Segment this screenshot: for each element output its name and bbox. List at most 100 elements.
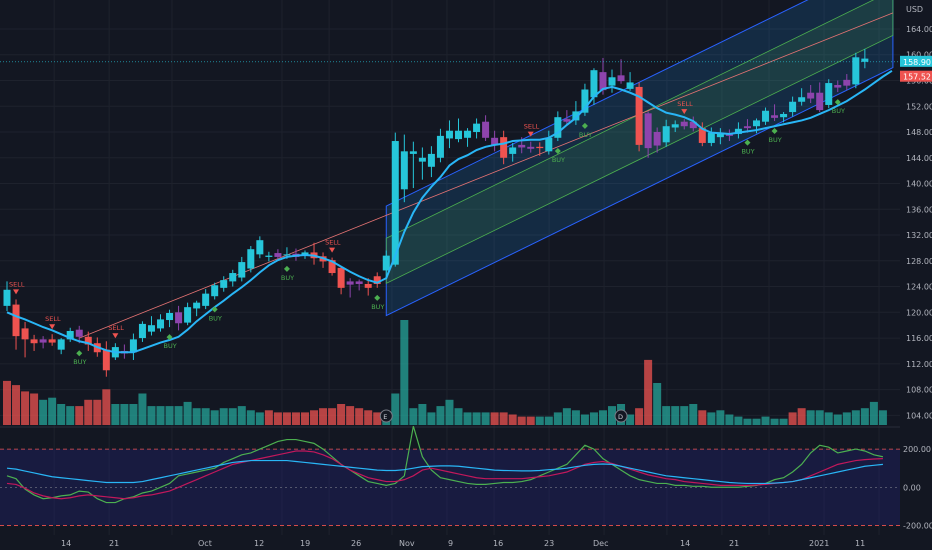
volume-bar bbox=[499, 412, 508, 425]
buy-diamond bbox=[374, 294, 381, 301]
volume-bar bbox=[319, 408, 328, 425]
candle-body bbox=[229, 273, 237, 282]
volume-bar bbox=[815, 410, 824, 425]
volume-bar bbox=[544, 416, 553, 425]
oscillator-pane: 200.00 0.00 -200.00 bbox=[0, 426, 932, 530]
time-tick-label: 16 bbox=[493, 539, 503, 548]
volume-bar bbox=[770, 418, 779, 425]
volume-bars bbox=[3, 320, 887, 425]
signals: SELL SELL SELL SELL SELL SELL BUY BUY BUY BUY BUY B… bbox=[9, 99, 845, 423]
volume-bar bbox=[436, 406, 445, 425]
time-tick-label: Nov bbox=[399, 539, 415, 548]
price-tick-label: 108.00 bbox=[906, 386, 932, 395]
event-marker bbox=[379, 409, 393, 423]
sell-label: SELL bbox=[108, 324, 124, 332]
volume-bar bbox=[716, 410, 725, 425]
volume-bar bbox=[752, 418, 761, 425]
candle-body bbox=[337, 267, 345, 288]
volume-bar bbox=[93, 399, 102, 425]
volume-bar bbox=[355, 408, 364, 425]
volume-bar bbox=[165, 406, 174, 425]
volume-bar bbox=[102, 389, 111, 425]
sell-arrow bbox=[112, 333, 119, 339]
volume-bar bbox=[535, 416, 544, 425]
volume-bar bbox=[878, 410, 887, 425]
candle-body bbox=[680, 121, 688, 127]
candle-body bbox=[355, 281, 363, 284]
candle-body bbox=[734, 128, 742, 134]
price-tick-label: 140.00 bbox=[906, 180, 932, 189]
volume-bar bbox=[183, 401, 192, 425]
volume-bar bbox=[797, 408, 806, 425]
buy-diamond bbox=[76, 350, 83, 357]
sell-arrow bbox=[329, 247, 336, 253]
candle-body bbox=[418, 157, 426, 162]
candle-body bbox=[220, 280, 228, 288]
regression-channel bbox=[79, 0, 894, 339]
volume-bar bbox=[490, 412, 499, 425]
volume-bar bbox=[689, 404, 698, 425]
sell-label: SELL bbox=[45, 315, 61, 323]
volume-bar bbox=[725, 414, 734, 425]
candle-body bbox=[382, 255, 390, 271]
volume-bar bbox=[291, 412, 300, 425]
event-label: E bbox=[383, 413, 387, 421]
volume-bar bbox=[120, 404, 129, 425]
candle-body bbox=[536, 146, 544, 149]
volume-bar bbox=[12, 385, 21, 425]
candle-body bbox=[509, 147, 517, 154]
candle-body bbox=[608, 77, 616, 86]
candle-body bbox=[193, 302, 201, 309]
candle-body bbox=[689, 121, 697, 129]
candle-body bbox=[545, 137, 553, 152]
candle-body bbox=[409, 151, 417, 154]
candle-body bbox=[129, 339, 137, 353]
volume-bar bbox=[626, 414, 635, 425]
candle-body bbox=[617, 75, 625, 82]
volume-bar bbox=[282, 412, 291, 425]
volume-bar bbox=[39, 399, 48, 425]
volume-bar bbox=[138, 393, 147, 425]
candle-body bbox=[247, 249, 255, 269]
osc-tick-label: 0.00 bbox=[903, 483, 921, 492]
candle-body bbox=[57, 339, 65, 350]
candle-body bbox=[102, 349, 110, 371]
candle-body bbox=[328, 260, 336, 274]
buy-label: BUY bbox=[281, 274, 294, 282]
price-tick-label: 128.00 bbox=[906, 257, 932, 266]
volume-bar bbox=[201, 408, 210, 425]
volume-bar bbox=[779, 418, 788, 425]
candle-body bbox=[256, 240, 264, 255]
volume-bar bbox=[445, 399, 454, 425]
candle-body bbox=[184, 307, 192, 323]
ema-series bbox=[6, 69, 893, 354]
candle-body bbox=[581, 89, 589, 113]
buy-label: BUY bbox=[579, 131, 592, 139]
volume-bar bbox=[517, 416, 526, 425]
buy-label: BUY bbox=[371, 303, 384, 311]
volume-bar bbox=[761, 416, 770, 425]
candle-body bbox=[662, 126, 670, 143]
ema-label: 157.52 bbox=[903, 73, 931, 82]
candle-body bbox=[716, 133, 724, 138]
candle-body bbox=[843, 79, 851, 86]
volume-bar bbox=[806, 410, 815, 425]
time-tick-label: 26 bbox=[351, 539, 361, 548]
candle-body bbox=[30, 339, 38, 344]
event-label: D bbox=[618, 413, 623, 421]
volume-bar bbox=[57, 404, 66, 425]
volume-bar bbox=[463, 412, 472, 425]
volume-bar bbox=[851, 410, 860, 425]
candle-body bbox=[780, 113, 788, 118]
candle-body bbox=[445, 130, 453, 139]
time-tick-label: 14 bbox=[680, 539, 690, 548]
sell-label: SELL bbox=[524, 123, 540, 131]
volume-bar bbox=[21, 391, 30, 425]
osc-tick-label: 200.00 bbox=[903, 445, 931, 454]
volume-bar bbox=[526, 416, 535, 425]
candle-body bbox=[265, 255, 273, 257]
buy-label: BUY bbox=[209, 314, 222, 322]
candle-body bbox=[147, 325, 155, 332]
